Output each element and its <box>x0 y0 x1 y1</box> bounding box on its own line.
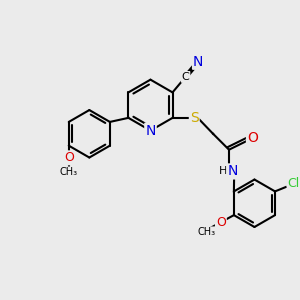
Text: O: O <box>247 131 258 145</box>
Text: O: O <box>64 151 74 164</box>
Text: CH₃: CH₃ <box>60 167 78 177</box>
Text: H: H <box>218 167 227 176</box>
Text: Cl: Cl <box>288 177 300 190</box>
Text: N: N <box>145 124 156 138</box>
Text: C: C <box>182 72 189 82</box>
Text: S: S <box>190 111 199 125</box>
Text: CH₃: CH₃ <box>197 227 215 237</box>
Text: N: N <box>227 164 238 178</box>
Text: O: O <box>216 216 226 229</box>
Text: N: N <box>193 55 203 69</box>
